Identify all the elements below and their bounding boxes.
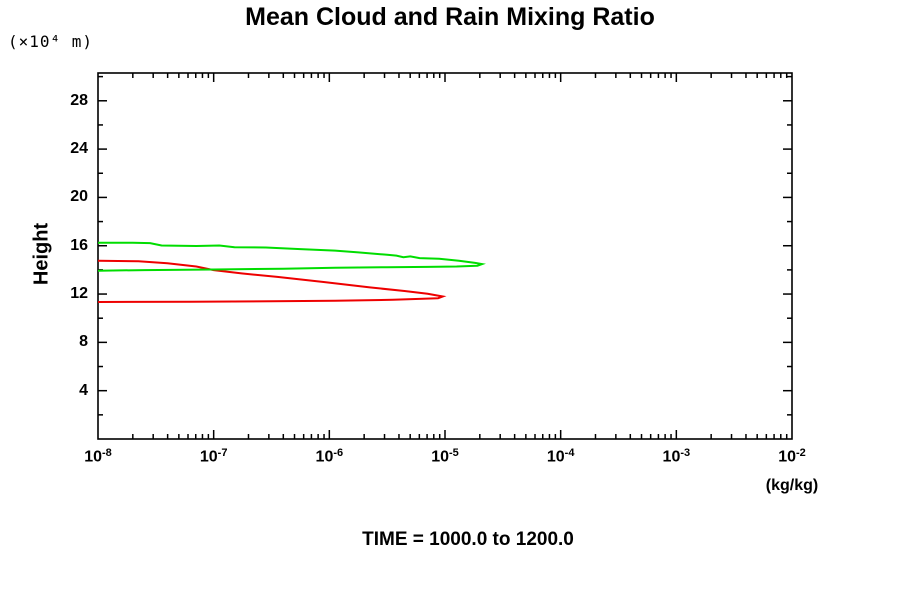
y-tick-label: 24 — [70, 140, 88, 158]
y-tick-label: 12 — [70, 285, 88, 303]
x-tick-label: 10-5 — [431, 447, 459, 466]
y-tick-label: 28 — [70, 91, 88, 109]
y-tick-label: 4 — [79, 381, 88, 399]
x-axis-unit-label: (kg/kg) — [765, 477, 819, 494]
x-tick-label: 10-7 — [199, 447, 228, 466]
series-cloud — [97, 241, 486, 272]
time-annotation: TIME = 1000.0 to 1200.0 — [362, 529, 574, 550]
series-rain — [97, 259, 447, 303]
x-tick-label: 10-4 — [546, 447, 575, 466]
y-tick-label: 8 — [79, 333, 88, 351]
chart-title: Mean Cloud and Rain Mixing Ratio — [245, 3, 655, 31]
y-axis-unit-label: (×10⁴ m) — [8, 32, 94, 51]
x-tick-label: 10-3 — [662, 447, 691, 466]
x-tick-label: 10-2 — [778, 447, 806, 466]
x-tick-label: 10-6 — [315, 447, 344, 466]
x-tick-label: 10-8 — [84, 447, 112, 466]
plot-frame — [97, 72, 793, 440]
y-tick-label: 20 — [70, 188, 88, 206]
y-tick-label: 16 — [70, 236, 88, 254]
y-axis-title: Height — [30, 222, 53, 286]
